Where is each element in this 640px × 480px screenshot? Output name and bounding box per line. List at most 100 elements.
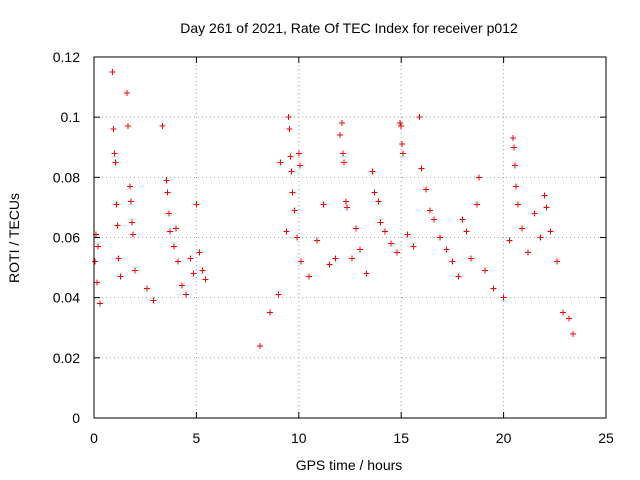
y-tick-label: 0.04 (53, 290, 80, 306)
data-point (553, 258, 560, 265)
data-point (566, 315, 573, 322)
data-point (467, 255, 474, 262)
data-point (514, 201, 521, 208)
data-point (128, 219, 135, 226)
data-point (174, 258, 181, 265)
data-point (115, 255, 122, 262)
x-tick-label: 25 (598, 430, 614, 446)
data-point (296, 162, 303, 169)
x-axis-ticks: 0 5 10 15 20 25 (90, 57, 614, 446)
data-point (283, 228, 290, 235)
data-point (295, 150, 302, 157)
data-point (511, 162, 518, 169)
data-point (285, 114, 292, 121)
data-point (525, 249, 532, 256)
data-point (363, 270, 370, 277)
data-point (559, 309, 566, 316)
y-axis-title: ROTI / TECUs (6, 193, 22, 283)
data-point (117, 273, 124, 280)
data-point (113, 201, 120, 208)
data-point (426, 207, 433, 214)
data-point (512, 183, 519, 190)
data-point (430, 216, 437, 223)
data-point (159, 123, 166, 130)
data-point (267, 309, 274, 316)
grid-lines (94, 57, 606, 418)
x-tick-label: 15 (393, 430, 409, 446)
data-point (202, 276, 209, 283)
data-point (289, 189, 296, 196)
data-point (377, 219, 384, 226)
data-point (277, 159, 284, 166)
data-point (509, 135, 516, 142)
data-point (95, 243, 102, 250)
data-point (166, 228, 173, 235)
data-point (381, 228, 388, 235)
data-point (199, 267, 206, 274)
data-point (349, 255, 356, 262)
data-point (371, 189, 378, 196)
data-point (375, 198, 382, 205)
data-point (422, 186, 429, 193)
data-point (510, 144, 517, 151)
data-point (404, 231, 411, 238)
data-point (543, 204, 550, 211)
data-point (387, 240, 394, 247)
data-point (399, 141, 406, 148)
data-point (179, 282, 186, 289)
data-point (416, 114, 423, 121)
data-point (490, 285, 497, 292)
data-point (394, 249, 401, 256)
data-point (164, 189, 171, 196)
data-point (306, 273, 313, 280)
data-point (94, 279, 101, 286)
chart-title: Day 261 of 2021, Rate Of TEC Index for r… (180, 20, 518, 36)
y-tick-label: 0.02 (53, 350, 80, 366)
data-point (129, 231, 136, 238)
x-axis-title: GPS time / hours (296, 457, 403, 473)
data-point (336, 132, 343, 139)
data-point (342, 198, 349, 205)
data-point (123, 90, 130, 97)
data-point (418, 165, 425, 172)
data-point (314, 237, 321, 244)
data-point (183, 291, 190, 298)
y-axis-ticks: 0 0.02 0.04 0.06 0.08 0.1 0.12 (53, 49, 606, 426)
data-point (338, 120, 345, 127)
data-point (170, 243, 177, 250)
data-point (443, 246, 450, 253)
data-point (131, 267, 138, 274)
data-point (449, 258, 456, 265)
data-point (369, 168, 376, 175)
data-point (541, 192, 548, 199)
x-tick-label: 0 (90, 430, 98, 446)
data-point (340, 159, 347, 166)
data-points (92, 69, 577, 349)
data-point (275, 291, 282, 298)
data-point (287, 153, 294, 160)
data-point (547, 228, 554, 235)
y-tick-label: 0.1 (61, 109, 81, 125)
data-point (190, 270, 197, 277)
data-point (437, 234, 444, 241)
y-tick-label: 0.08 (53, 169, 80, 185)
x-tick-label: 10 (291, 430, 307, 446)
data-point (126, 183, 133, 190)
data-point (400, 150, 407, 157)
data-point (332, 255, 339, 262)
data-point (172, 225, 179, 232)
data-point (124, 123, 131, 130)
data-point (473, 201, 480, 208)
data-point (463, 228, 470, 235)
data-point (291, 207, 298, 214)
data-point (353, 225, 360, 232)
y-tick-label: 0.06 (53, 230, 80, 246)
data-point (459, 216, 466, 223)
data-point (196, 249, 203, 256)
data-point (482, 267, 489, 274)
data-point (256, 342, 263, 349)
data-point (109, 69, 116, 76)
data-point (320, 201, 327, 208)
data-point (410, 243, 417, 250)
